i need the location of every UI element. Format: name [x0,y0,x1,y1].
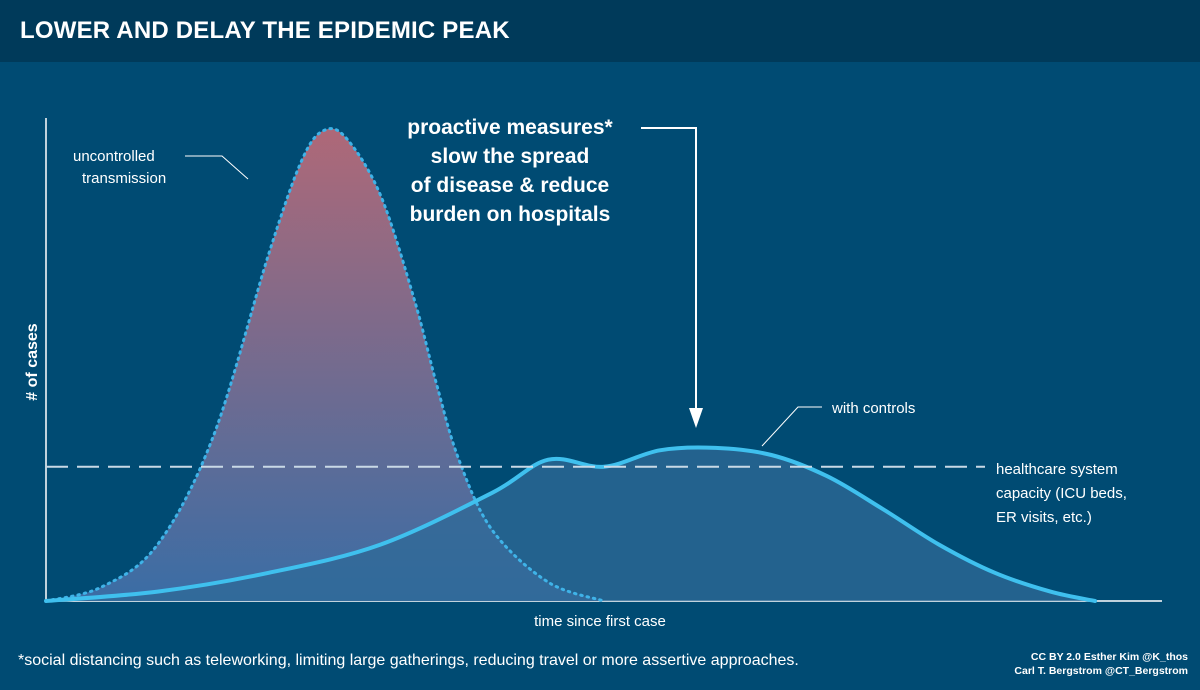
capacity-label-line2: capacity (ICU beds, [996,485,1127,502]
uncontrolled-leader-line [185,155,249,180]
measures-text-line3: of disease & reduce [411,174,609,197]
controls-area [46,447,1095,601]
measures-text-line2: slow the spread [431,145,590,168]
uncontrolled-curve [44,127,606,603]
epidemic-chart: time since first case # of cases uncontr… [24,116,1162,630]
y-axis-label: # of cases [24,323,41,400]
capacity-label-line1: healthcare system [996,461,1118,478]
credit-line-2: Carl T. Bergstrom @CT_Bergstrom [1014,665,1188,677]
controls-curve [44,445,1097,603]
measures-arrow-head [689,408,703,428]
measures-text-line4: burden on hospitals [410,203,611,226]
credit-line-1: CC BY 2.0 Esther Kim @K_thos [1030,651,1188,663]
controls-leader-line [761,406,822,447]
footnote: *social distancing such as teleworking, … [18,652,799,669]
measures-text-line1: proactive measures* [407,116,613,139]
controls-label: with controls [831,400,915,417]
measures-arrow-shaft [641,127,697,410]
page-title: LOWER AND DELAY THE EPIDEMIC PEAK [20,17,510,44]
header-bar: LOWER AND DELAY THE EPIDEMIC PEAK [0,0,1200,62]
capacity-label-line3: ER visits, etc.) [996,509,1092,526]
uncontrolled-label-line1: uncontrolled [73,148,155,165]
x-axis-label: time since first case [534,613,666,630]
uncontrolled-label-line2: transmission [82,170,166,187]
uncontrolled-area [46,128,604,601]
credits: CC BY 2.0 Esther Kim @K_thos Carl T. Ber… [1014,650,1188,678]
